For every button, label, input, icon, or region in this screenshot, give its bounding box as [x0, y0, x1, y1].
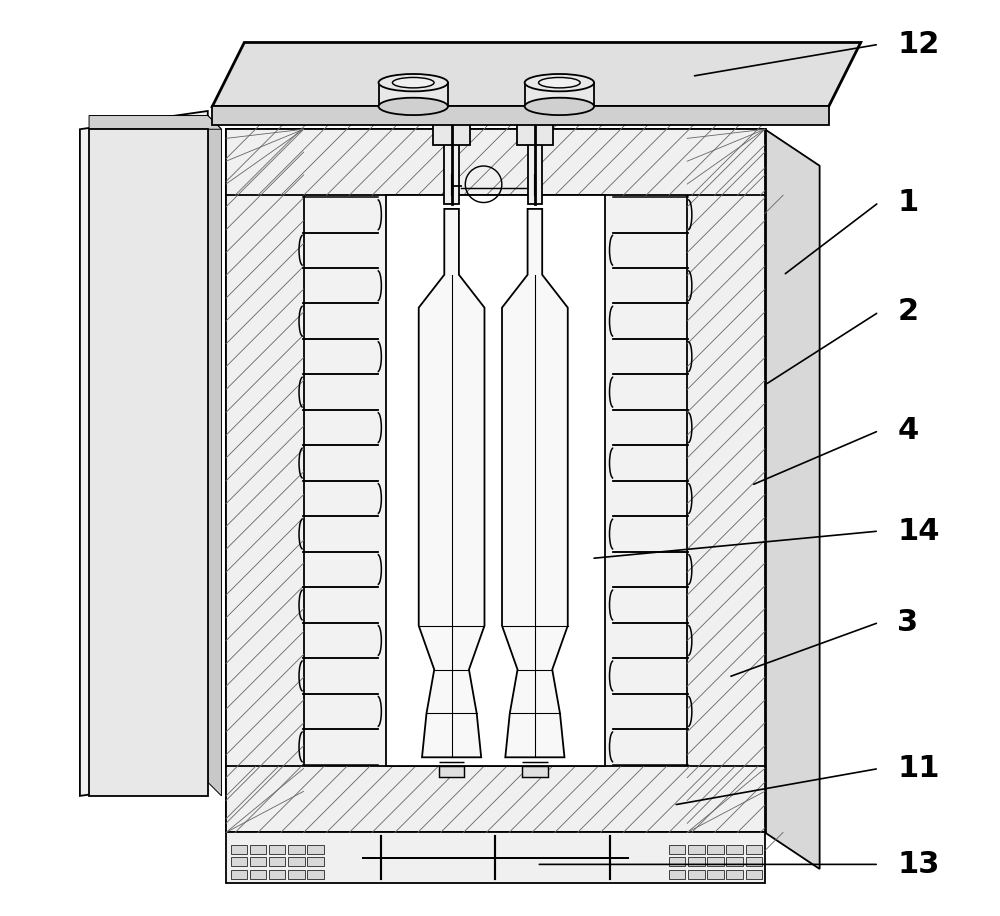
Polygon shape: [525, 82, 594, 106]
Bar: [688, 870, 705, 879]
Polygon shape: [439, 767, 464, 778]
Polygon shape: [226, 129, 765, 195]
Text: 13: 13: [897, 850, 940, 878]
Bar: [250, 870, 266, 879]
Polygon shape: [80, 111, 208, 796]
Bar: [288, 857, 305, 867]
Bar: [307, 845, 324, 854]
Polygon shape: [226, 129, 304, 833]
Ellipse shape: [379, 98, 448, 115]
Polygon shape: [433, 123, 470, 146]
Polygon shape: [212, 106, 829, 125]
Text: 1: 1: [897, 188, 919, 217]
Polygon shape: [208, 115, 221, 796]
Bar: [250, 845, 266, 854]
Ellipse shape: [539, 78, 580, 88]
Bar: [669, 870, 685, 879]
Bar: [288, 845, 305, 854]
Bar: [269, 857, 285, 867]
Text: 2: 2: [897, 298, 918, 326]
Bar: [688, 845, 705, 854]
Bar: [746, 845, 762, 854]
Text: 11: 11: [897, 754, 940, 783]
Polygon shape: [226, 833, 765, 883]
Bar: [231, 845, 247, 854]
Bar: [250, 857, 266, 867]
Ellipse shape: [525, 74, 594, 92]
Ellipse shape: [379, 74, 448, 92]
Polygon shape: [687, 129, 765, 833]
Ellipse shape: [392, 78, 434, 88]
Polygon shape: [419, 209, 484, 758]
Bar: [231, 870, 247, 879]
Bar: [726, 857, 743, 867]
Polygon shape: [226, 767, 765, 833]
Text: 4: 4: [897, 416, 919, 445]
Bar: [707, 845, 724, 854]
Bar: [307, 870, 324, 879]
Ellipse shape: [525, 98, 594, 115]
Polygon shape: [502, 209, 568, 758]
Polygon shape: [89, 115, 221, 129]
Bar: [726, 845, 743, 854]
Bar: [669, 857, 685, 867]
Polygon shape: [386, 195, 605, 767]
Bar: [726, 870, 743, 879]
Bar: [269, 845, 285, 854]
Text: 3: 3: [897, 608, 918, 637]
Polygon shape: [522, 767, 548, 778]
Bar: [269, 870, 285, 879]
Bar: [746, 857, 762, 867]
Polygon shape: [226, 129, 765, 833]
Bar: [288, 870, 305, 879]
Text: 12: 12: [897, 30, 940, 59]
Bar: [669, 845, 685, 854]
Polygon shape: [89, 129, 208, 796]
Bar: [707, 857, 724, 867]
Polygon shape: [765, 129, 820, 869]
Polygon shape: [379, 82, 448, 106]
Bar: [307, 857, 324, 867]
Polygon shape: [517, 123, 553, 146]
Bar: [231, 857, 247, 867]
Bar: [746, 870, 762, 879]
Polygon shape: [528, 134, 542, 204]
Text: 14: 14: [897, 517, 940, 546]
Bar: [707, 870, 724, 879]
Polygon shape: [444, 134, 459, 204]
Bar: [688, 857, 705, 867]
Polygon shape: [212, 42, 861, 106]
